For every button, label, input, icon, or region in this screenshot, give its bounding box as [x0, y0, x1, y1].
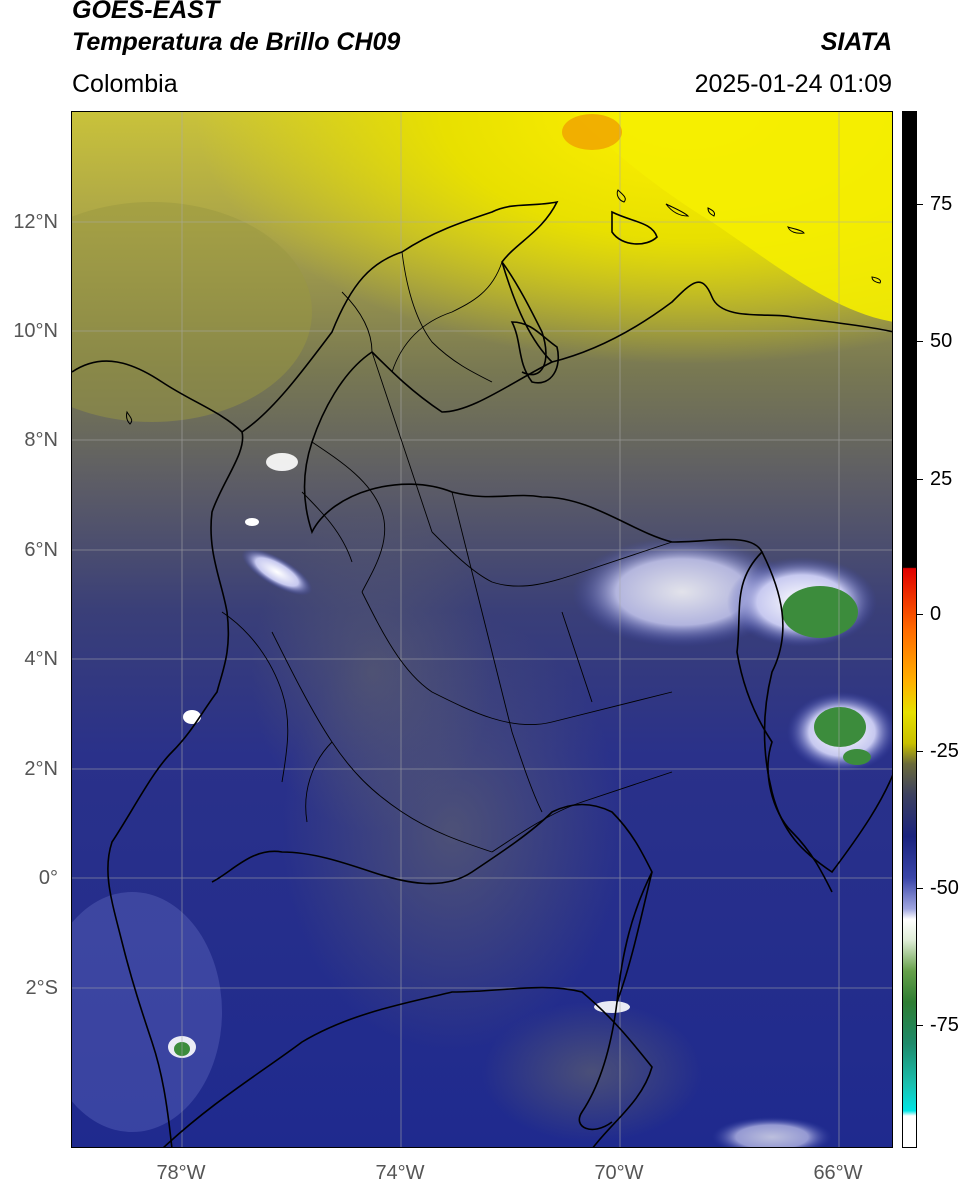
- warm-core: [572, 112, 892, 322]
- lon-label: 70°W: [594, 1162, 644, 1184]
- colorbar-label: -25: [930, 740, 959, 762]
- graticule: [72, 112, 892, 1147]
- colorbar: [902, 111, 917, 1148]
- lon-label: 78°W: [156, 1162, 206, 1184]
- lat-label: 10°N: [13, 320, 58, 342]
- product-title: GOES-EAST: [72, 0, 220, 24]
- lat-label: 2°S: [25, 977, 58, 999]
- lon-label: 74°W: [375, 1162, 425, 1184]
- colorbar-label: 50: [930, 330, 953, 352]
- channel-title: Temperatura de Brillo CH09: [72, 28, 401, 56]
- colorbar-label: -75: [930, 1014, 959, 1036]
- lat-label: 6°N: [24, 539, 58, 561]
- brand-label: SIATA: [820, 28, 892, 56]
- department-borders: [221, 251, 673, 853]
- lon-label: 66°W: [813, 1162, 863, 1184]
- colorbar-label: 75: [930, 193, 953, 215]
- colorbar-label: 25: [930, 468, 953, 490]
- lat-label: 4°N: [24, 648, 58, 670]
- warm-spot: [562, 114, 622, 150]
- region-label: Colombia: [72, 70, 178, 98]
- satellite-map[interactable]: [71, 111, 893, 1148]
- colorbar-label: -50: [930, 877, 959, 899]
- country-borders: [72, 200, 892, 1147]
- islands: [125, 189, 881, 425]
- colorbar-label: 0: [930, 603, 942, 625]
- lat-label: 0°: [38, 867, 58, 889]
- lat-label: 8°N: [24, 429, 58, 451]
- lat-label: 2°N: [24, 758, 58, 780]
- map-canvas: [72, 112, 892, 1147]
- colorbar-gradient: [903, 112, 916, 1147]
- timestamp-label: 2025-01-24 01:09: [694, 70, 892, 98]
- lat-label: 12°N: [13, 211, 58, 233]
- storm-core: [782, 586, 858, 638]
